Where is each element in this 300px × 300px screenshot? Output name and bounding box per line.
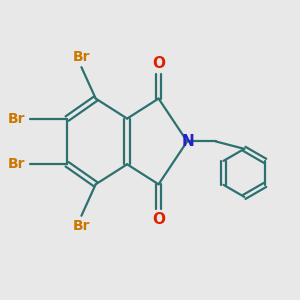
Text: Br: Br (73, 219, 90, 232)
Text: N: N (182, 134, 195, 149)
Text: O: O (152, 212, 165, 227)
Text: Br: Br (8, 157, 26, 171)
Text: Br: Br (8, 112, 26, 126)
Text: O: O (152, 56, 165, 71)
Text: Br: Br (73, 50, 90, 64)
